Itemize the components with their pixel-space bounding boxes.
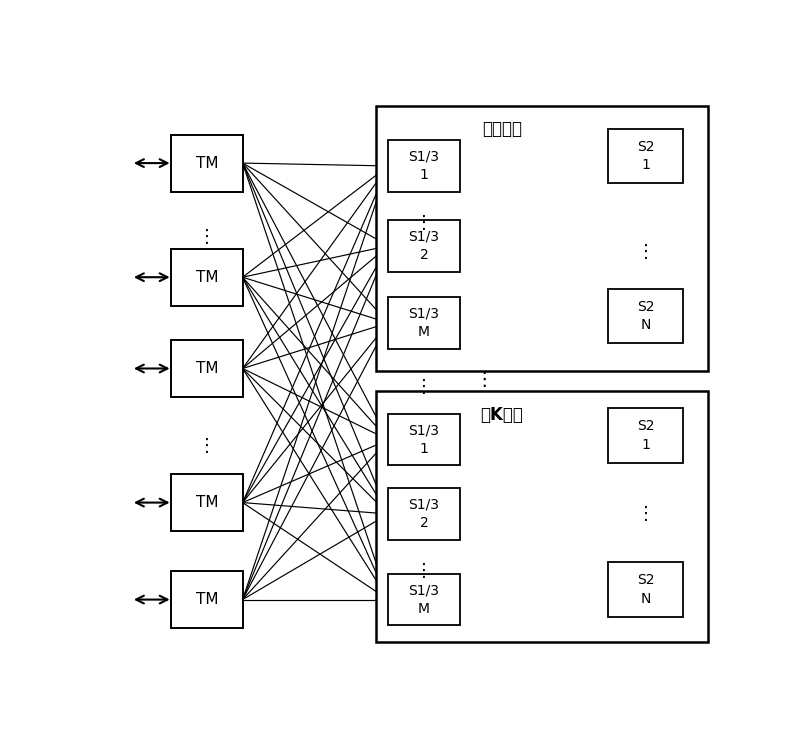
Bar [608,562,682,617]
Text: S2
N: S2 N [637,299,654,332]
Bar [388,488,459,539]
Text: S2
1: S2 1 [637,419,654,452]
Bar [376,106,707,371]
Text: ⋮: ⋮ [637,242,654,261]
Text: S1/3
1: S1/3 1 [409,424,439,456]
Bar [388,220,459,271]
Text: S1/3
M: S1/3 M [409,583,439,616]
Bar [171,571,242,628]
Bar [608,129,682,183]
Text: S1/3
2: S1/3 2 [409,230,439,262]
Bar [608,408,682,462]
Text: S1/3
1: S1/3 1 [409,150,439,182]
Text: TM: TM [196,361,218,376]
Text: ⋮: ⋮ [415,214,434,232]
Bar [171,249,242,306]
Bar [171,340,242,397]
Bar [376,391,707,642]
Bar [171,135,242,192]
Bar [388,297,459,348]
Bar [608,288,682,343]
Text: S2
N: S2 N [637,574,654,606]
Bar [171,474,242,531]
Text: ⋮: ⋮ [198,436,216,454]
Bar [388,414,459,465]
Text: ⋮: ⋮ [637,505,654,523]
Text: S1/3
2: S1/3 2 [409,498,439,531]
Text: TM: TM [196,592,218,607]
Bar [388,574,459,625]
Text: ⋮: ⋮ [198,228,216,246]
Bar [388,140,459,192]
Text: ⋮: ⋮ [415,562,434,580]
Text: TM: TM [196,270,218,285]
Text: S1/3
M: S1/3 M [409,307,439,339]
Text: TM: TM [196,495,218,510]
Text: TM: TM [196,156,218,170]
Text: 第一平面: 第一平面 [482,120,522,139]
Text: S2
1: S2 1 [637,140,654,172]
Text: 第K平面: 第K平面 [481,405,523,424]
Text: ⋮: ⋮ [474,370,494,390]
Text: ⋮: ⋮ [415,379,434,396]
